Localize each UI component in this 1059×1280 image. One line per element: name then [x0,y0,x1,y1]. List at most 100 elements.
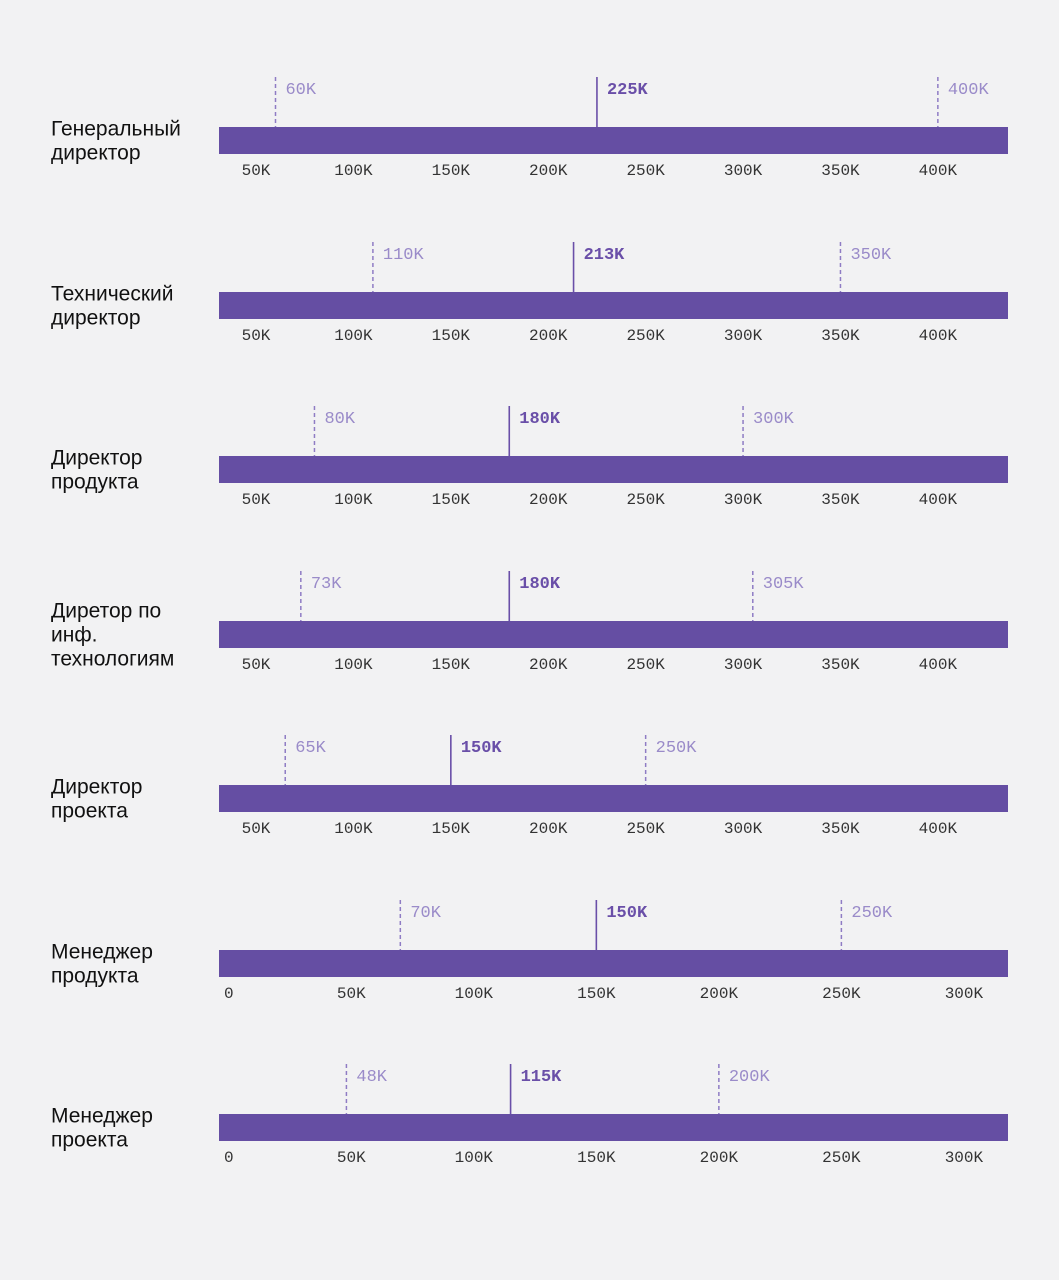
range-row: Технический директор 50K 100K 150K 200K 250K 30… [51,242,1008,345]
low-marker-label: 65K [295,739,326,758]
low-marker-label: 48K [356,1068,387,1087]
tick-label: 200K [529,327,568,345]
tick-label: 300K [724,491,763,509]
tick-label: 300K [724,327,763,345]
row-label: Технический директор [51,283,173,330]
tick-label: 50K [337,985,366,1003]
row-label-line: Генеральный [51,118,181,141]
range-row: Генеральный директор 50K 100K 150K 200K 250K 30… [51,77,1008,180]
row-label-line: Директор [51,447,142,470]
tick-label: 300K [724,162,763,180]
tick-label: 250K [822,1149,861,1167]
high-marker-label: 250K [851,904,893,923]
low-marker-label: 110K [383,246,425,265]
tick-label: 250K [626,491,665,509]
row-label: Директор проекта [51,776,142,823]
median-marker-label: 180K [519,575,561,594]
tick-label: 300K [945,1149,984,1167]
median-marker-label: 213K [584,246,626,265]
tick-label: 250K [626,327,665,345]
tick-label: 150K [432,656,471,674]
tick-label: 400K [919,656,958,674]
row-label: Менеджер проекта [51,1105,153,1152]
tick-label: 400K [919,820,958,838]
tick-label: 100K [334,820,373,838]
tick-label: 150K [432,820,471,838]
tick-label: 350K [821,820,860,838]
tick-label: 200K [529,820,568,838]
row-label-line: технологиям [51,648,174,671]
tick-label: 350K [821,162,860,180]
tick-label: 50K [337,1149,366,1167]
range-row: Директор продукта 50K 100K 150K 200K 250K 300K 3… [51,406,1008,509]
tick-label: 250K [626,162,665,180]
high-marker-label: 400K [948,81,990,100]
tick-label: 50K [242,162,271,180]
range-row: Менеджер продукта 0 50K 100K 150K 200K 250K 300K… [51,900,1008,1003]
tick-label: 100K [455,1149,494,1167]
range-bar [219,785,1008,812]
tick-label: 50K [242,820,271,838]
tick-label: 150K [577,985,616,1003]
tick-label: 50K [242,491,271,509]
tick-label: 350K [821,327,860,345]
tick-label: 100K [334,327,373,345]
range-bar [219,292,1008,319]
high-marker-label: 350K [850,246,892,265]
tick-label: 250K [626,656,665,674]
tick-label: 0 [224,1149,234,1167]
median-marker-label: 115K [521,1068,563,1087]
row-label-line: Диретор по [51,600,161,623]
tick-label: 200K [700,1149,739,1167]
high-marker-label: 305K [763,575,805,594]
range-row: Менеджер проекта 0 50K 100K 150K 200K 250K 300K 4… [51,1064,1008,1167]
tick-label: 150K [432,327,471,345]
range-bar [219,127,1008,154]
high-marker-label: 200K [729,1068,771,1087]
tick-label: 400K [919,162,958,180]
row-label: Диретор по инф. технологиям [51,600,174,671]
tick-label: 400K [919,491,958,509]
tick-label: 200K [529,162,568,180]
row-label-line: директор [51,307,141,330]
low-marker-label: 73K [311,575,342,594]
range-bar [219,621,1008,648]
tick-label: 350K [821,491,860,509]
row-label: Директор продукта [51,447,142,494]
tick-label: 300K [945,985,984,1003]
median-marker-label: 225K [607,81,649,100]
tick-label: 100K [334,491,373,509]
row-label-line: продукта [51,965,139,988]
row-label-line: проекта [51,800,128,823]
row-label: Генеральный директор [51,118,181,165]
low-marker-label: 60K [285,81,316,100]
tick-label: 100K [455,985,494,1003]
tick-label: 150K [577,1149,616,1167]
tick-label: 250K [822,985,861,1003]
median-marker-label: 150K [461,739,503,758]
row-label-line: Менеджер [51,1105,153,1128]
tick-label: 300K [724,820,763,838]
tick-label: 50K [242,656,271,674]
tick-label: 150K [432,491,471,509]
row-label-line: проекта [51,1129,128,1152]
tick-label: 350K [821,656,860,674]
median-marker-label: 150K [606,904,648,923]
range-bar [219,1114,1008,1141]
tick-label: 200K [529,656,568,674]
low-marker-label: 80K [324,410,355,429]
tick-label: 300K [724,656,763,674]
range-row: Диретор по инф. технологиям 50K 100K 150K 200K… [51,571,1008,674]
row-label-line: Технический [51,283,173,306]
row-label-line: продукта [51,471,139,494]
range-row: Директор проекта 50K 100K 150K 200K 250K 300K 35… [51,735,1008,838]
row-label: Менеджер продукта [51,941,153,988]
row-label-line: Менеджер [51,941,153,964]
range-bar [219,456,1008,483]
tick-label: 250K [626,820,665,838]
row-label-line: директор [51,142,141,165]
low-marker-label: 70K [410,904,441,923]
tick-label: 100K [334,162,373,180]
tick-label: 50K [242,327,271,345]
